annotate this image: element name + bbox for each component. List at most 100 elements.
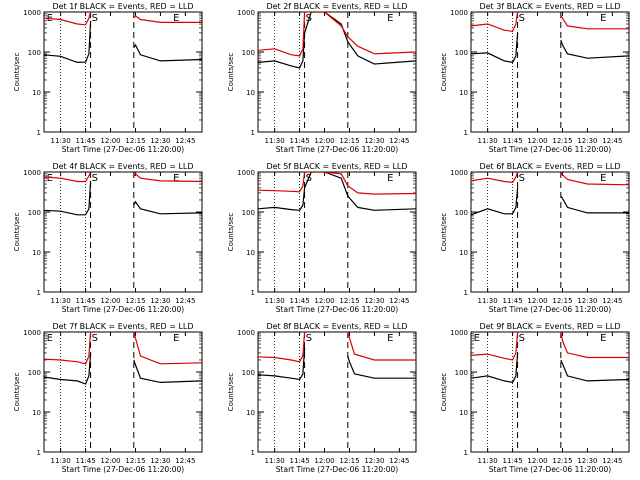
event-marker-label: E — [600, 173, 606, 184]
y-axis-label: Counts/sec — [227, 53, 235, 92]
panel-det-8: Det 8f BLACK = Events, RED = LLD 1 10 100 10… — [227, 322, 417, 474]
y-tick-label: 1 — [464, 289, 468, 297]
x-tick-label: 11:30 — [265, 137, 285, 145]
plot-frame — [257, 171, 417, 293]
x-tick-label: 12:45 — [602, 137, 622, 145]
x-tick-label: 12:00 — [314, 297, 334, 305]
x-tick-label: 11:30 — [478, 457, 498, 465]
y-axis-label: Counts/sec — [13, 213, 21, 252]
y-tick-label: 1 — [37, 129, 41, 137]
x-tick-label: 12:45 — [175, 137, 195, 145]
panel-title: Det 9f BLACK = Events, RED = LLD — [479, 322, 620, 331]
event-marker-label: S — [306, 333, 312, 344]
y-axis-label: Counts/sec — [440, 213, 448, 252]
panel-det-6: Det 6f BLACK = Events, RED = LLD 1 10 100 10… — [440, 162, 630, 314]
x-tick-label: 12:15 — [125, 137, 145, 145]
y-tick-label: 1 — [37, 289, 41, 297]
x-tick-label: 12:15 — [339, 457, 359, 465]
x-tick-label: 11:45 — [75, 297, 95, 305]
x-tick-label: 11:30 — [265, 297, 285, 305]
x-tick-label: 11:30 — [51, 297, 71, 305]
event-marker-label: E — [173, 13, 179, 24]
x-axis-label: Start Time (27-Dec-06 11:20:00) — [276, 305, 398, 314]
panel-title: Det 3f BLACK = Events, RED = LLD — [479, 2, 620, 11]
x-tick-label: 12:15 — [552, 137, 572, 145]
x-tick-label: 11:45 — [502, 137, 522, 145]
series-line-lld — [471, 332, 629, 361]
x-axis-label: Start Time (27-Dec-06 11:20:00) — [62, 145, 184, 154]
x-axis-label: Start Time (27-Dec-06 11:20:00) — [62, 465, 184, 474]
x-tick-label: 12:45 — [389, 457, 409, 465]
panel-title: Det 1f BLACK = Events, RED = LLD — [52, 2, 193, 11]
event-marker-label: E — [600, 333, 606, 344]
x-tick-label: 12:00 — [527, 457, 547, 465]
panel-title: Det 7f BLACK = Events, RED = LLD — [52, 322, 193, 331]
y-tick-label: 10 — [32, 249, 41, 257]
x-tick-label: 11:45 — [502, 457, 522, 465]
plot-frame — [43, 331, 203, 453]
y-axis-label: Counts/sec — [440, 373, 448, 412]
event-marker-label: S — [92, 13, 98, 24]
x-tick-label: 12:15 — [552, 457, 572, 465]
x-tick-label: 12:30 — [577, 137, 597, 145]
event-marker-label: S — [92, 333, 98, 344]
y-tick-label: 1 — [37, 449, 41, 457]
x-tick-label: 11:45 — [289, 457, 309, 465]
panel-det-7: Det 7f BLACK = Events, RED = LLD 1 10 100 10… — [13, 322, 203, 474]
x-axis-label: Start Time (27-Dec-06 11:20:00) — [276, 145, 398, 154]
panel-title: Det 8f BLACK = Events, RED = LLD — [266, 322, 407, 331]
y-tick-label: 1000 — [450, 329, 468, 337]
y-tick-label: 1 — [464, 449, 468, 457]
panel-title: Det 5f BLACK = Events, RED = LLD — [266, 162, 407, 171]
x-tick-label: 11:30 — [265, 457, 285, 465]
plot-frame — [257, 331, 417, 453]
panel-title: Det 2f BLACK = Events, RED = LLD — [266, 2, 407, 11]
x-tick-label: 12:30 — [150, 457, 170, 465]
y-tick-label: 10 — [459, 249, 468, 257]
series-line-lld — [258, 172, 416, 195]
series-line-events — [258, 12, 416, 69]
y-tick-label: 100 — [242, 369, 255, 377]
y-tick-label: 10 — [246, 89, 255, 97]
y-tick-label: 1000 — [23, 329, 41, 337]
panel-det-4: Det 4f BLACK = Events, RED = LLD 1 10 100 10… — [13, 162, 203, 314]
x-tick-label: 11:30 — [478, 297, 498, 305]
panel-title: Det 4f BLACK = Events, RED = LLD — [52, 162, 193, 171]
x-tick-label: 11:30 — [51, 137, 71, 145]
x-tick-label: 11:30 — [478, 137, 498, 145]
series-line-lld — [258, 12, 416, 57]
x-axis-label: Start Time (27-Dec-06 11:20:00) — [276, 465, 398, 474]
x-tick-label: 12:30 — [364, 137, 384, 145]
x-tick-label: 12:45 — [389, 297, 409, 305]
panel-det-2: Det 2f BLACK = Events, RED = LLD 1 10 100 10… — [227, 2, 417, 154]
y-axis-label: Counts/sec — [13, 373, 21, 412]
panel-det-9: Det 9f BLACK = Events, RED = LLD 1 10 100 10… — [440, 322, 630, 474]
series-line-events — [471, 187, 629, 216]
x-tick-label: 11:30 — [51, 457, 71, 465]
series-line-events — [44, 20, 202, 64]
y-tick-label: 1000 — [23, 9, 41, 17]
x-tick-label: 12:15 — [339, 137, 359, 145]
x-tick-label: 12:45 — [389, 137, 409, 145]
y-axis-label: Counts/sec — [13, 53, 21, 92]
y-tick-label: 1000 — [237, 329, 255, 337]
series-line-lld — [471, 12, 629, 32]
y-tick-label: 10 — [32, 409, 41, 417]
y-axis-label: Counts/sec — [227, 373, 235, 412]
series-line-lld — [258, 332, 416, 363]
y-tick-label: 1000 — [450, 169, 468, 177]
plot-frame — [470, 11, 630, 133]
x-tick-label: 12:15 — [552, 297, 572, 305]
x-tick-label: 12:00 — [527, 137, 547, 145]
panel-det-1: Det 1f BLACK = Events, RED = LLD 1 10 100 10… — [13, 2, 203, 154]
y-tick-label: 100 — [455, 369, 468, 377]
event-marker-label: S — [519, 173, 525, 184]
x-tick-label: 11:45 — [75, 137, 95, 145]
series-line-events — [44, 352, 202, 385]
y-tick-label: 100 — [28, 369, 41, 377]
series-line-events — [44, 180, 202, 216]
x-axis-label: Start Time (27-Dec-06 11:20:00) — [489, 305, 611, 314]
x-tick-label: 12:30 — [364, 297, 384, 305]
series-line-events — [471, 352, 629, 384]
